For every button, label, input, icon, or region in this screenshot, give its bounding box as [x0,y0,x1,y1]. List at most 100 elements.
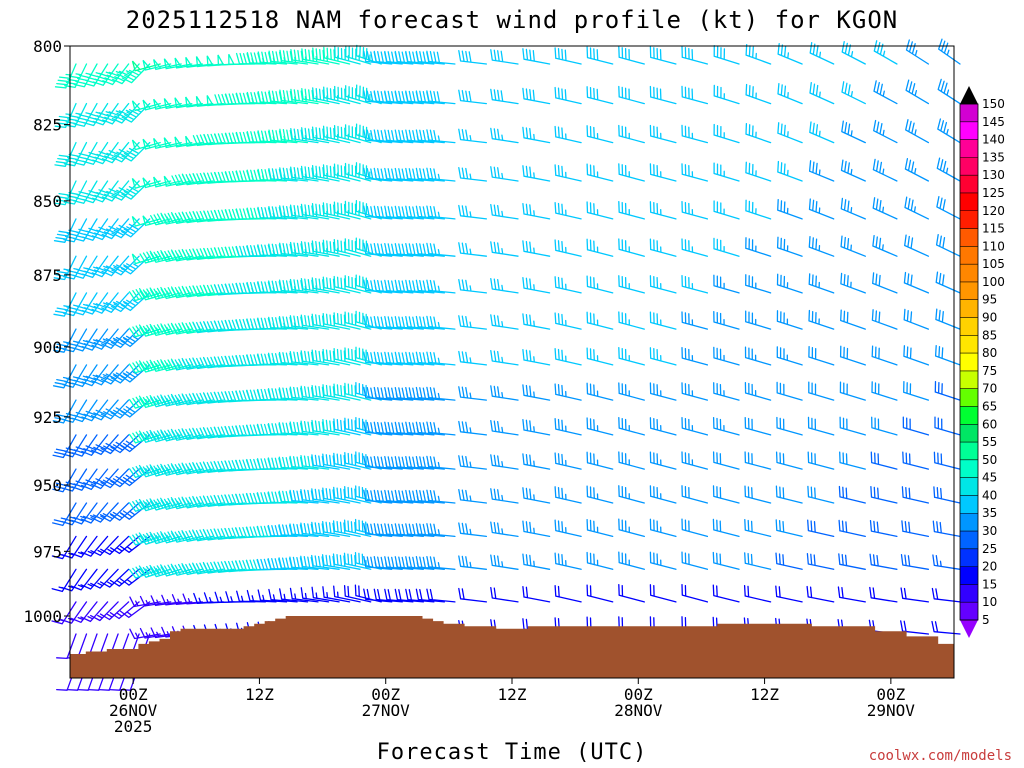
wind-barb [257,168,288,182]
wind-barb [415,279,445,294]
wind-barb [363,167,393,182]
wind-barb [871,381,898,401]
wind-barb [458,555,488,570]
colorbar-segment [960,459,978,479]
wind-barb [268,168,298,182]
wind-barb [373,129,403,144]
wind-barb [775,552,803,570]
wind-barb [713,162,740,182]
wind-barb [806,585,835,603]
wind-barb [415,386,445,401]
colorbar-label: 35 [982,506,997,520]
wind-barb [808,160,835,182]
wind-barb [311,277,340,294]
wind-barb [933,451,961,470]
wind-barb [681,518,709,538]
wind-barb [744,451,772,470]
wind-barb [681,238,709,257]
colorbar-label: 70 [982,382,997,396]
wind-barb [82,218,109,241]
wind-barb [81,364,109,387]
wind-barb [333,383,361,401]
wind-barb [92,180,119,203]
wind-barb [840,235,866,257]
wind-barb [586,311,614,330]
wind-barb [904,234,930,257]
wind-barb [373,50,403,65]
wind-barb [745,161,772,182]
wind-barb [311,554,340,570]
wind-barb [649,311,677,330]
chart-title: 2025112518 NAM forecast wind profile (kt… [126,6,898,34]
wind-barb [332,520,361,538]
wind-barb [840,272,866,294]
wind-barb [333,418,361,436]
wind-barb [373,421,403,436]
wind-barb [649,382,677,401]
wind-barb [713,310,740,330]
wind-barb [458,587,488,603]
wind-barb [522,418,551,436]
wind-barb [522,313,551,330]
wind-barb [458,167,488,182]
wind-barb [300,555,330,570]
wind-barb [426,279,456,294]
wind-barb [426,167,456,182]
wind-barb [121,141,151,162]
wind-barb [649,124,677,144]
wind-barb [344,347,372,366]
wind-barb [289,204,319,220]
wind-barb [522,348,551,366]
wind-barb [935,308,961,330]
wind-barb [142,177,172,189]
wind-barb [363,50,393,65]
wind-barb [333,585,361,603]
wind-barb [72,218,98,242]
wind-barb [838,553,866,570]
wind-barb [290,166,319,182]
wind-barb [426,351,456,366]
wind-barb [415,351,445,366]
wind-barb [278,422,309,436]
wind-barb [394,351,424,366]
wind-barb [522,453,551,470]
colorbar-label: 10 [982,595,997,609]
wind-barb [902,451,930,470]
wind-barb [323,86,351,105]
colorbar-segment [960,210,978,230]
wind-barb [289,523,319,538]
colorbar-segment [960,335,978,354]
wind-barb [554,312,582,330]
wind-barb [289,489,319,504]
x-tick-label: 2025 [114,717,153,736]
colorbar-segment [960,566,978,585]
wind-barb [681,124,709,144]
wind-barb [934,380,961,401]
colorbar-label: 150 [982,97,1005,111]
wind-barb [458,50,488,65]
wind-barb [289,455,319,470]
wind-barb [931,587,961,603]
wind-barb [109,601,140,620]
wind-barb [333,452,361,470]
wind-barb [777,160,803,182]
wind-barb [182,173,214,186]
wind-barb [246,207,277,220]
wind-barb [163,98,193,110]
colorbar-label: 95 [982,293,997,307]
wind-barb [278,456,309,470]
wind-barb [681,382,709,401]
wind-barb [903,271,930,294]
wind-barb [415,167,445,182]
wind-barb [522,165,551,182]
wind-barb [102,63,130,86]
wind-barb [681,485,709,504]
wind-barb [394,523,424,538]
wind-barb [91,364,119,386]
wind-barb [343,519,372,538]
wind-barb [809,81,835,105]
wind-barb [405,455,435,470]
wind-barb [649,551,677,570]
wind-barb [938,38,961,65]
